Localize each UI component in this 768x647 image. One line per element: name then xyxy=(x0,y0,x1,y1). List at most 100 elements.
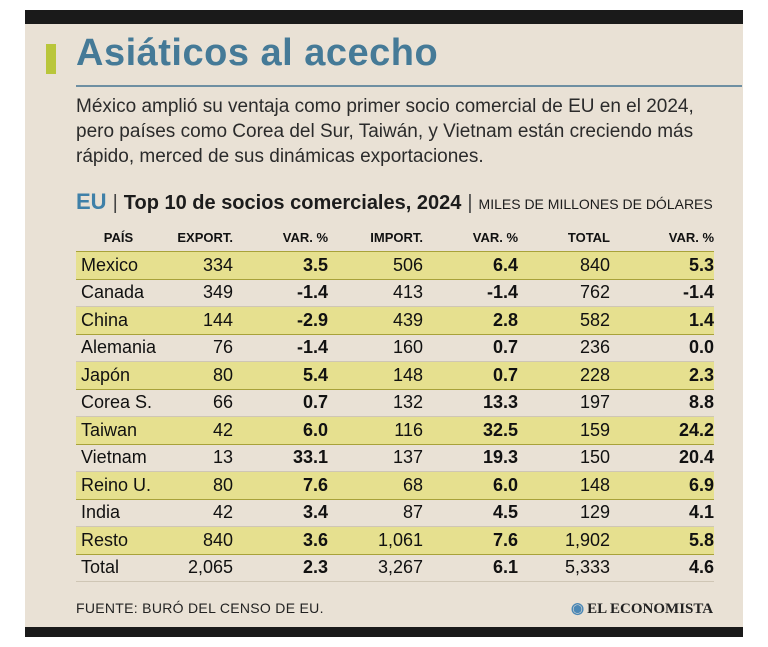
value-cell: 1,061 xyxy=(328,526,423,555)
column-header: VAR. % xyxy=(282,229,328,245)
table-row: India 42 3.4 87 4.5 129 4.1 xyxy=(76,499,714,527)
value-cell: 6.4 xyxy=(423,251,518,280)
country-cell: India xyxy=(76,499,161,527)
value-cell: -1.4 xyxy=(423,279,518,307)
value-cell: 0.7 xyxy=(423,361,518,390)
value-cell: 13 xyxy=(161,444,233,472)
value-cell: 4.6 xyxy=(610,554,714,582)
value-cell: 137 xyxy=(328,444,423,472)
value-cell: 32.5 xyxy=(423,416,518,445)
value-cell: -1.4 xyxy=(233,279,328,307)
separator: | xyxy=(467,192,473,214)
column-header: VAR. % xyxy=(472,229,518,245)
value-cell: 144 xyxy=(161,306,233,335)
table-header-row: PAÍS EXPORT. VAR. % IMPORT. VAR. % TOTAL… xyxy=(76,223,714,252)
country-cell: Canada xyxy=(76,279,161,307)
value-cell: 506 xyxy=(328,251,423,280)
value-cell: 236 xyxy=(518,334,610,362)
value-cell: 160 xyxy=(328,334,423,362)
title-accent-bar xyxy=(46,44,56,74)
value-cell: 840 xyxy=(161,526,233,555)
column-header: VAR. % xyxy=(668,229,714,245)
value-cell: 7.6 xyxy=(423,526,518,555)
value-cell: 3,267 xyxy=(328,554,423,582)
top-border-bar xyxy=(25,10,743,24)
value-cell: 0.0 xyxy=(610,334,714,362)
country-cell: China xyxy=(76,306,161,335)
table-row: China 144 -2.9 439 2.8 582 1.4 xyxy=(76,306,714,335)
value-cell: 582 xyxy=(518,306,610,335)
description-text: México amplió su ventaja como primer soc… xyxy=(76,96,694,167)
value-cell: 5.4 xyxy=(233,361,328,390)
value-cell: 0.7 xyxy=(423,334,518,362)
country-cell: Total xyxy=(76,554,161,582)
value-cell: 8.8 xyxy=(610,389,714,417)
value-cell: 148 xyxy=(518,471,610,500)
country-cell: Japón xyxy=(76,361,161,390)
region-label: EU xyxy=(76,189,107,214)
value-cell: 5.8 xyxy=(610,526,714,555)
value-cell: 2.3 xyxy=(233,554,328,582)
page-title: Asiáticos al acecho xyxy=(76,32,439,74)
country-cell: Corea S. xyxy=(76,389,161,417)
value-cell: 76 xyxy=(161,334,233,362)
value-cell: 439 xyxy=(328,306,423,335)
country-cell: Resto xyxy=(76,526,161,555)
value-cell: -1.4 xyxy=(610,279,714,307)
units-label: MILES DE MILLONES DE DÓLARES xyxy=(478,196,713,212)
value-cell: 6.1 xyxy=(423,554,518,582)
logo-mark-icon: ◉ xyxy=(571,601,585,617)
column-header: EXPORT. xyxy=(177,229,233,245)
separator: | xyxy=(112,192,118,214)
source-note: FUENTE: BURÓ DEL CENSO DE EU. xyxy=(76,600,324,616)
value-cell: 150 xyxy=(518,444,610,472)
table-row: Canada 349 -1.4 413 -1.4 762 -1.4 xyxy=(76,279,714,307)
value-cell: 3.6 xyxy=(233,526,328,555)
value-cell: 2,065 xyxy=(161,554,233,582)
publisher-logo: ◉ EL ECONOMISTA xyxy=(571,599,713,618)
value-cell: 6.0 xyxy=(423,471,518,500)
title-divider xyxy=(76,85,742,87)
value-cell: 0.7 xyxy=(233,389,328,417)
value-cell: 80 xyxy=(161,471,233,500)
value-cell: 1,902 xyxy=(518,526,610,555)
value-cell: 20.4 xyxy=(610,444,714,472)
value-cell: -2.9 xyxy=(233,306,328,335)
value-cell: 4.5 xyxy=(423,499,518,527)
country-cell: Vietnam xyxy=(76,444,161,472)
value-cell: 3.4 xyxy=(233,499,328,527)
table-subheading: EU | Top 10 de socios comerciales, 2024 | MI… xyxy=(76,189,713,215)
value-cell: 19.3 xyxy=(423,444,518,472)
value-cell: 87 xyxy=(328,499,423,527)
table-row: Alemania 76 -1.4 160 0.7 236 0.0 xyxy=(76,334,714,362)
column-header: IMPORT. xyxy=(370,229,423,245)
value-cell: 197 xyxy=(518,389,610,417)
value-cell: 68 xyxy=(328,471,423,500)
table-row: Mexico 334 3.5 506 6.4 840 5.3 xyxy=(76,251,714,280)
value-cell: 42 xyxy=(161,499,233,527)
value-cell: 159 xyxy=(518,416,610,445)
country-cell: Reino U. xyxy=(76,471,161,500)
value-cell: 116 xyxy=(328,416,423,445)
value-cell: 6.0 xyxy=(233,416,328,445)
value-cell: 334 xyxy=(161,251,233,280)
value-cell: 6.9 xyxy=(610,471,714,500)
value-cell: 5,333 xyxy=(518,554,610,582)
country-cell: Taiwan xyxy=(76,416,161,445)
country-cell: Alemania xyxy=(76,334,161,362)
value-cell: 2.8 xyxy=(423,306,518,335)
value-cell: 349 xyxy=(161,279,233,307)
table-row: Total 2,065 2.3 3,267 6.1 5,333 4.6 xyxy=(76,554,714,582)
value-cell: 7.6 xyxy=(233,471,328,500)
table-row: Corea S. 66 0.7 132 13.3 197 8.8 xyxy=(76,389,714,417)
table-title: Top 10 de socios comerciales, 2024 xyxy=(123,192,462,214)
value-cell: 228 xyxy=(518,361,610,390)
value-cell: 413 xyxy=(328,279,423,307)
table-row: Resto 840 3.6 1,061 7.6 1,902 5.8 xyxy=(76,526,714,555)
value-cell: 33.1 xyxy=(233,444,328,472)
value-cell: 80 xyxy=(161,361,233,390)
table-row: Reino U. 80 7.6 68 6.0 148 6.9 xyxy=(76,471,714,500)
value-cell: -1.4 xyxy=(233,334,328,362)
value-cell: 5.3 xyxy=(610,251,714,280)
value-cell: 1.4 xyxy=(610,306,714,335)
